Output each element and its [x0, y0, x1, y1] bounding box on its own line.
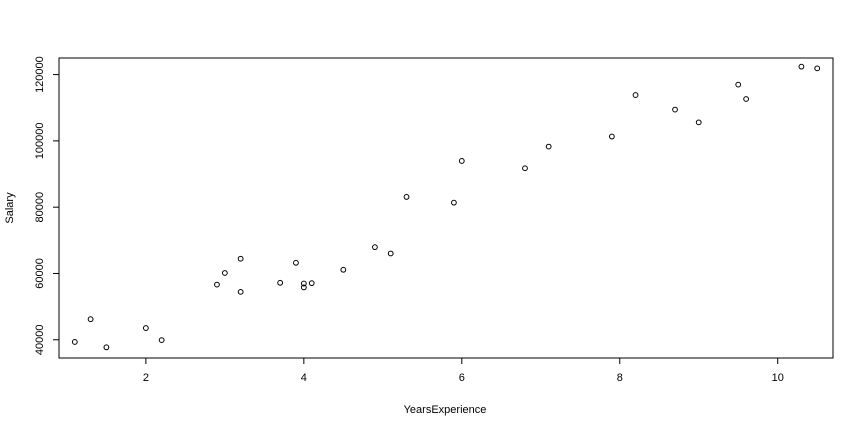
y-tick-label: 80000 [34, 192, 46, 223]
data-point [403, 194, 410, 200]
y-axis: 40000 60000 80000 100000 120000 [34, 56, 60, 355]
data-point [743, 96, 750, 102]
y-axis-label: Salary [4, 192, 16, 224]
data-point [277, 279, 284, 286]
y-tick-label: 40000 [34, 324, 46, 355]
data-point [545, 143, 552, 150]
y-tick-label: 60000 [34, 258, 46, 289]
data-point [300, 284, 307, 291]
x-tick-label: 10 [772, 372, 784, 384]
x-tick-label: 4 [301, 372, 307, 384]
data-point [608, 133, 615, 140]
data-point [458, 158, 465, 164]
x-axis-label: YearsExperience [404, 404, 487, 416]
data-point [340, 266, 347, 273]
x-tick-label: 8 [617, 372, 623, 384]
data-point [237, 255, 244, 262]
x-tick-label: 6 [459, 372, 465, 384]
data-point [214, 281, 220, 288]
data-point [695, 119, 702, 126]
data-point [387, 250, 394, 257]
data-point [103, 344, 110, 351]
data-point [632, 92, 639, 98]
data-point [158, 337, 165, 344]
data-point [308, 280, 315, 287]
x-tick-label: 2 [143, 372, 149, 384]
data-point [372, 244, 378, 251]
y-tick-label: 100000 [34, 123, 46, 160]
data-point [450, 199, 457, 206]
data-point [221, 270, 228, 276]
data-point [300, 280, 307, 287]
data-point [87, 316, 94, 323]
data-point [237, 288, 244, 295]
data-point [735, 81, 742, 88]
data-point [293, 259, 299, 266]
y-tick-label: 120000 [34, 56, 46, 93]
data-point [798, 63, 805, 70]
data-point [71, 339, 78, 345]
data-point [672, 106, 678, 113]
plot-box [58, 57, 834, 359]
data-point [142, 325, 149, 331]
data-point [814, 65, 821, 72]
data-points [71, 63, 821, 351]
data-point [522, 165, 528, 172]
x-axis: 2 4 6 8 10 [143, 357, 784, 384]
